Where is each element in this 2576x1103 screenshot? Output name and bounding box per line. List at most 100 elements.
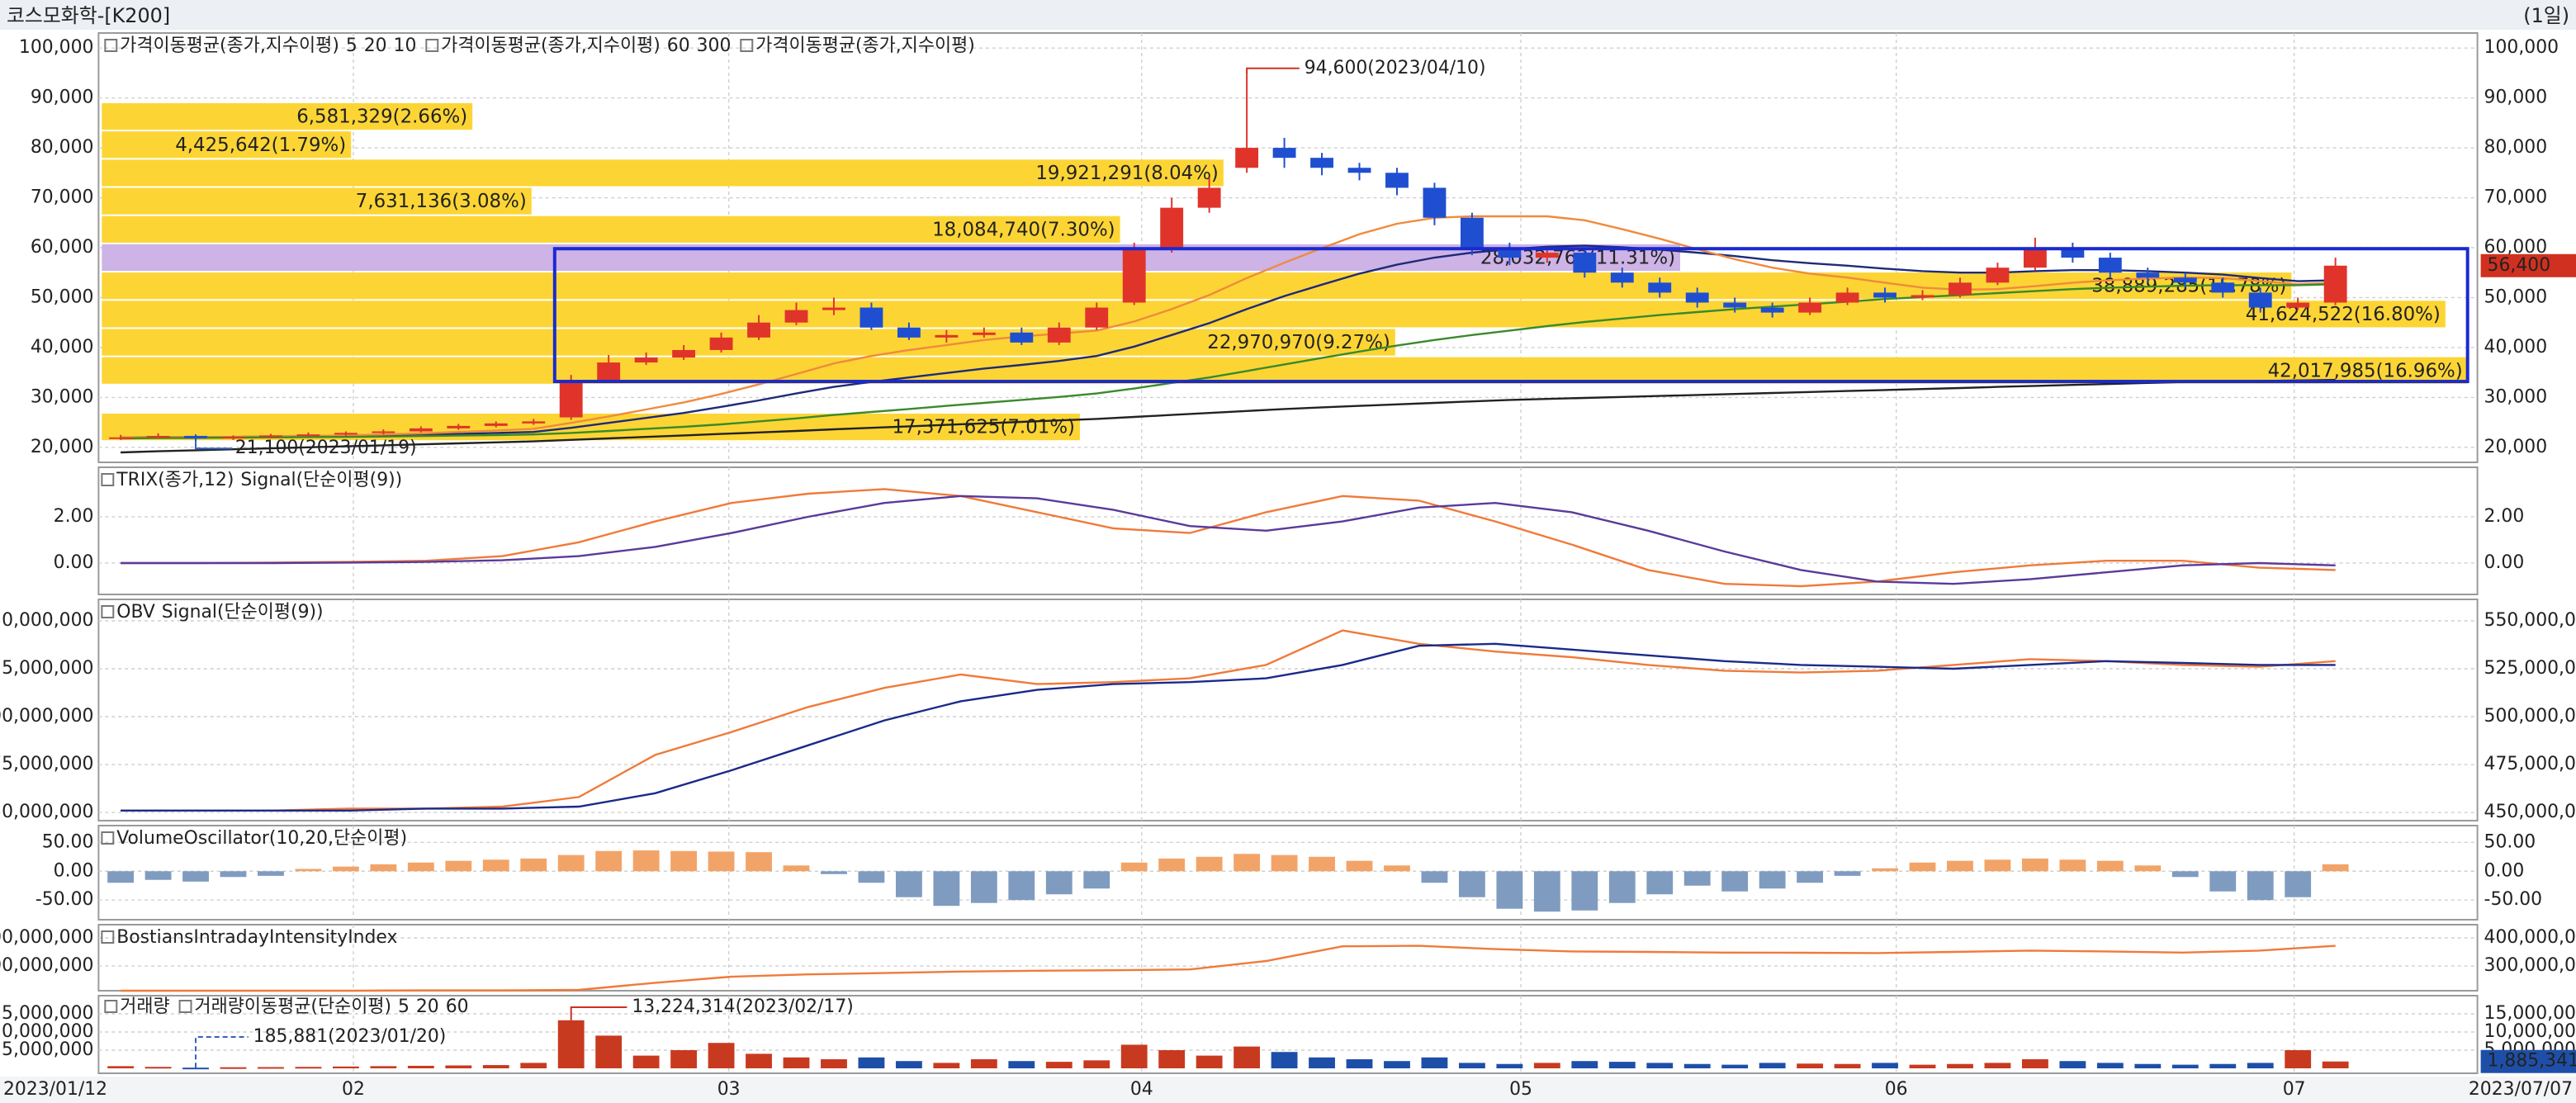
oscillator-bar <box>295 869 322 872</box>
y-tick-label: 2.00 <box>54 506 94 527</box>
oscillator-bar <box>2285 871 2312 897</box>
oscillator-bar <box>2021 858 2048 872</box>
volume-bar <box>1872 1063 1898 1069</box>
oscillator-bar <box>332 866 359 872</box>
oscillator-bar <box>1947 860 1973 872</box>
candle-body <box>1986 267 2010 283</box>
y-tick-label: 5,000,000 <box>2 1039 93 1060</box>
chart-title: 코스모화학-[K200] <box>7 4 170 27</box>
legend-label: Signal(단순이평(9)) <box>162 602 324 623</box>
y-tick-label-right: 550,000,000 <box>2484 610 2576 631</box>
indicator-line <box>121 629 2336 812</box>
candle-body <box>1272 148 1296 159</box>
volume-bar <box>2171 1064 2199 1069</box>
oscillator-bar <box>970 871 997 903</box>
oscillator-bar <box>107 871 135 883</box>
y-tick-label: 15,000,000 <box>0 1003 93 1024</box>
candle-body <box>1610 272 1634 283</box>
candle-body <box>2286 302 2310 308</box>
x-tick-label: 06 <box>1885 1079 1908 1100</box>
volume-bar <box>1045 1062 1073 1069</box>
candle-body <box>484 423 508 426</box>
oscillator-bar <box>1421 871 1448 883</box>
min-annotation: 185,881(2023/01/20) <box>253 1026 447 1047</box>
volume-bar <box>2059 1061 2086 1069</box>
candle-body <box>709 337 733 350</box>
y-tick-label: 50.00 <box>42 831 94 852</box>
y-tick-label: -50.00 <box>36 889 94 910</box>
volume-bar <box>1683 1063 1711 1069</box>
candle-body <box>1160 207 1184 248</box>
legend-icon <box>104 39 118 52</box>
oscillator-bar <box>1797 871 1824 883</box>
candle-body <box>559 382 583 418</box>
oscillator-bar <box>1721 871 1749 892</box>
volume-bar <box>632 1055 660 1069</box>
oscillator-bar <box>1234 854 1261 872</box>
y-tick-label: 20,000 <box>31 437 94 457</box>
current-value-box <box>2480 253 2576 277</box>
x-axis-strip <box>0 1077 2576 1103</box>
y-tick-label: 90,000 <box>31 88 94 108</box>
candle-body <box>1010 332 1034 343</box>
legend-label: 거래량 <box>120 996 169 1017</box>
candle-body <box>1798 302 1822 313</box>
max-annotation: 13,224,314(2023/02/17) <box>632 996 853 1017</box>
candle-body <box>1122 248 1146 303</box>
y-tick-label: 100,000 <box>19 37 93 58</box>
legend-label: 거래량이동평균(단순이평) <box>195 996 392 1017</box>
volume-bar <box>1646 1063 1674 1069</box>
oscillator-bar <box>557 854 585 872</box>
volume-bar <box>182 1067 209 1070</box>
y-tick-label-right: 15,000,000 <box>2484 1003 2576 1024</box>
min-marker <box>195 1036 249 1068</box>
volume-profile-bar <box>102 301 2446 328</box>
candle-body <box>784 310 808 323</box>
y-tick-label: 0.00 <box>54 552 94 573</box>
oscillator-bar <box>2096 860 2124 872</box>
oscillator-bar <box>2134 865 2162 872</box>
current-value-label: 1,885,341 <box>2488 1051 2576 1072</box>
volume-bar <box>1797 1063 1824 1069</box>
candle-body <box>259 435 282 438</box>
volume-bar <box>895 1061 922 1069</box>
volume-profile-bar <box>102 102 473 130</box>
volume-bar <box>332 1066 359 1069</box>
oscillator-bar <box>933 871 960 907</box>
candle-body <box>1573 253 1597 273</box>
volume-bar <box>1120 1044 1148 1069</box>
candle-body <box>1873 292 1896 298</box>
oscillator-bar <box>1120 862 1148 872</box>
oscillator-bar <box>1909 862 1936 872</box>
volume-bar <box>295 1067 322 1069</box>
volume-bar <box>258 1067 284 1069</box>
y-tick-label-right: 2.00 <box>2484 506 2525 527</box>
volume-bar <box>858 1057 885 1069</box>
oscillator-bar <box>895 871 922 897</box>
volume-profile-label: 4,425,642(1.79%) <box>175 135 346 156</box>
volume-profile-bar <box>102 187 532 215</box>
oscillator-bar <box>783 865 810 872</box>
volume-profile-label: 19,921,291(8.04%) <box>1035 163 1219 184</box>
volume-bar <box>107 1066 135 1069</box>
volume-bar <box>1346 1059 1373 1069</box>
high-annotation: 94,600(2023/04/10) <box>1305 58 1486 78</box>
volume-bar <box>1984 1063 2011 1069</box>
oscillator-bar <box>1309 856 1335 872</box>
indicator-line <box>121 488 2336 588</box>
max-marker <box>570 1006 627 1020</box>
candle-body <box>1760 307 1784 313</box>
y-tick-label-right: 20,000 <box>2484 437 2548 457</box>
volume-bar <box>2096 1063 2124 1069</box>
x-tick-label: 07 <box>2283 1079 2306 1100</box>
volume-bar <box>2285 1050 2312 1069</box>
candle-body <box>409 428 433 432</box>
y-tick-label-right: 70,000 <box>2484 187 2548 208</box>
y-tick-label-right: 80,000 <box>2484 137 2548 158</box>
volume-bar <box>1158 1050 1186 1069</box>
oscillator-bar <box>1458 871 1485 897</box>
oscillator-bar <box>182 871 209 882</box>
candle-body <box>1723 302 1747 308</box>
volume-bar <box>1721 1064 1749 1069</box>
